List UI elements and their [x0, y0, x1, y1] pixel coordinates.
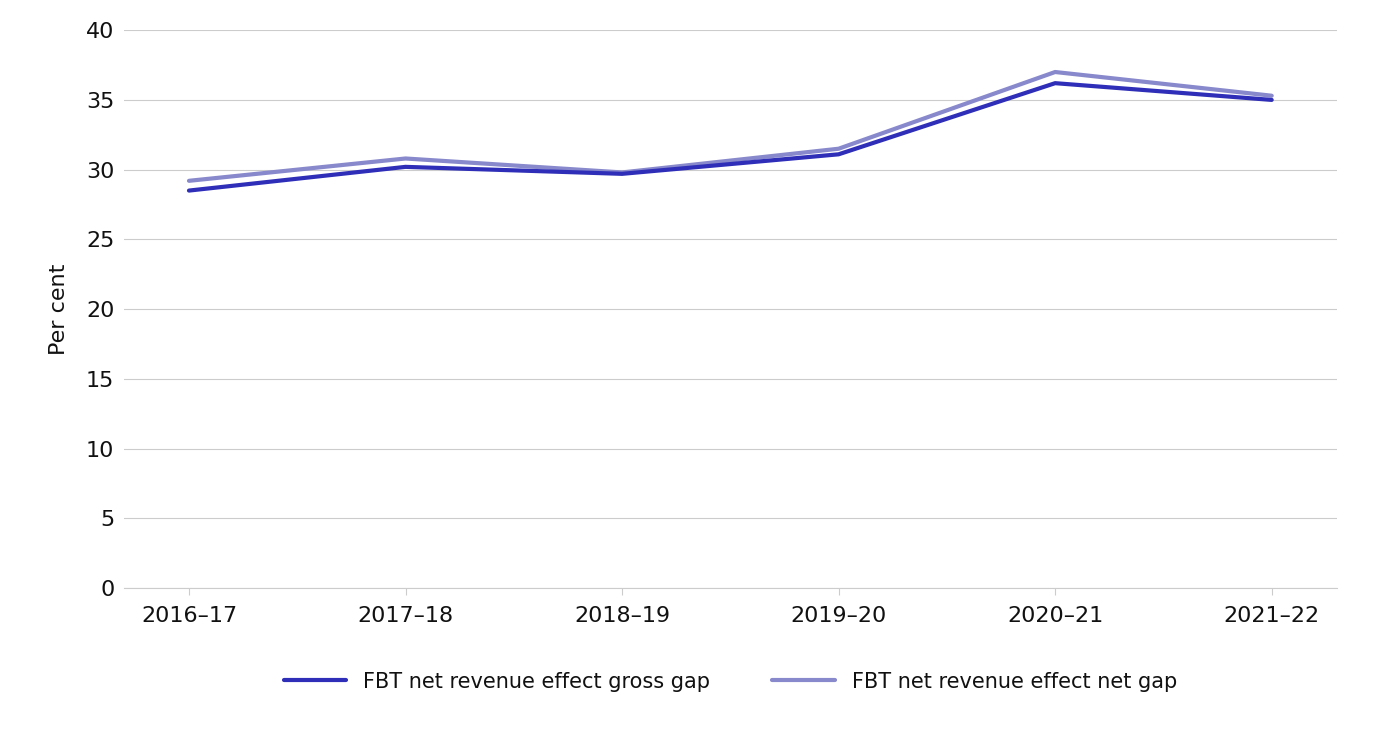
FBT net revenue effect net gap: [1264, 91, 1280, 100]
FBT net revenue effect gross gap: [613, 170, 630, 179]
Line: FBT net revenue effect gross gap: FBT net revenue effect gross gap: [189, 83, 1272, 191]
FBT net revenue effect gross gap: [1047, 78, 1064, 87]
Legend: FBT net revenue effect gross gap, FBT net revenue effect net gap: FBT net revenue effect gross gap, FBT ne…: [276, 664, 1185, 700]
FBT net revenue effect net gap: [1047, 68, 1064, 77]
FBT net revenue effect gross gap: [181, 186, 197, 195]
FBT net revenue effect gross gap: [831, 150, 847, 159]
FBT net revenue effect net gap: [613, 168, 630, 177]
Y-axis label: Per cent: Per cent: [50, 263, 69, 355]
FBT net revenue effect gross gap: [397, 162, 413, 171]
FBT net revenue effect net gap: [181, 176, 197, 185]
FBT net revenue effect net gap: [397, 154, 413, 163]
FBT net revenue effect gross gap: [1264, 96, 1280, 105]
FBT net revenue effect net gap: [831, 144, 847, 153]
Line: FBT net revenue effect net gap: FBT net revenue effect net gap: [189, 72, 1272, 181]
